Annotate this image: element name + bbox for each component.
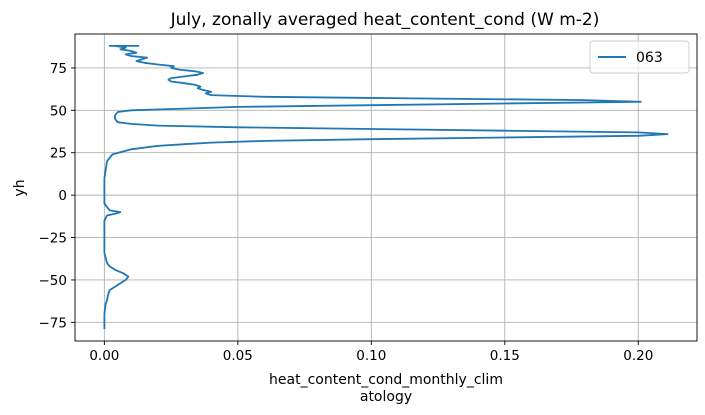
plot-frame [74,33,698,342]
legend-label: 063 [636,50,663,66]
x-tick-label: 0.00 [89,348,119,364]
y-tick-label: 50 [50,103,67,119]
x-axis-label-line-2: atology [360,389,412,405]
y-axis-label: yh [12,179,28,196]
series-layer [103,45,669,330]
y-tick-label: −50 [39,273,68,289]
legend-box [589,40,690,74]
x-axis-label-line-1: heat_content_cond_monthly_clim [269,372,503,388]
axis-ticks: 0.00 0.05 0.10 0.15 0.20 −75 −50 −25 0 25 50 75 [39,61,654,364]
y-tick-label: 0 [58,188,67,204]
x-tick-label: 0.05 [223,348,253,364]
x-tick-label: 0.15 [490,348,520,364]
y-tick-label: 75 [50,61,67,77]
legend: 063 [589,40,690,74]
x-tick-label: 0.20 [623,348,653,364]
y-tick-label: 25 [50,146,67,162]
chart-title: July, zonally averaged heat_content_cond… [170,10,600,30]
y-tick-label: −75 [39,315,68,331]
x-tick-label: 0.10 [356,348,386,364]
series-line [103,45,669,330]
grid [75,34,697,341]
y-tick-label: −25 [39,231,68,247]
